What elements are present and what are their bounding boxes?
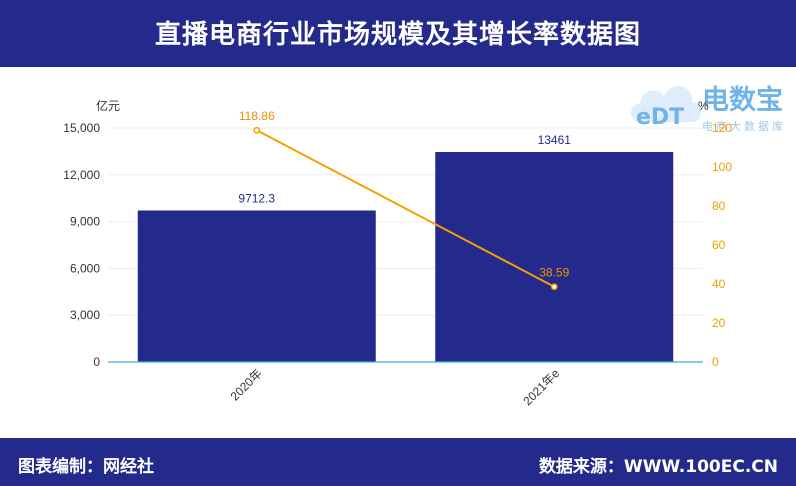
right-tick-label: 100: [712, 160, 732, 174]
bar-value-label: 9712.3: [238, 191, 275, 205]
data-labels: 9712.3 13461 118.86 38.59: [238, 109, 571, 280]
growth-line: [256, 129, 555, 288]
combo-chart: 0 3,000 6,000 9,000 12,000 15,000 0 20 40 60 80 100…: [63, 98, 732, 408]
x-tick-label: 2021年e: [520, 366, 562, 408]
watermark-subtitle: 电商大数据库: [702, 120, 786, 133]
line-point: [550, 283, 558, 291]
right-axis-unit: %: [698, 99, 709, 113]
right-tick-label: 20: [712, 316, 726, 330]
left-tick-label: 12,000: [63, 168, 100, 182]
left-axis-unit: 亿元: [96, 98, 120, 113]
left-tick-label: 6,000: [70, 261, 100, 275]
line-value-label: 38.59: [539, 266, 569, 280]
right-tick-label: 80: [712, 199, 726, 213]
line-value-label: 118.86: [239, 109, 275, 123]
left-tick-label: 3,000: [70, 308, 100, 322]
bar: [137, 210, 376, 362]
left-tick-label: 0: [93, 355, 100, 369]
right-tick-label: 60: [712, 238, 726, 252]
chart-title: 直播电商行业市场规模及其增长率数据图: [154, 20, 641, 50]
line-point: [253, 126, 261, 134]
left-tick-label: 15,000: [63, 121, 100, 135]
bar: [435, 152, 674, 362]
right-tick-label: 40: [712, 277, 726, 291]
cloud-icon: eDT: [631, 85, 701, 130]
bar-series: [137, 152, 674, 362]
x-tick-label: 2020年: [228, 366, 265, 403]
watermark-mark: eDT: [636, 105, 684, 130]
line-series: [253, 126, 558, 291]
watermark-logo: eDT 电数宝 电商大数据库: [626, 72, 791, 134]
bar-value-label: 13461: [538, 133, 572, 147]
right-tick-label: 0: [712, 355, 719, 369]
right-tick-label: 120: [712, 121, 732, 135]
left-tick-label: 9,000: [70, 215, 100, 229]
watermark-brand: 电数宝: [702, 85, 783, 116]
footer-source: 数据来源：WWW.100EC.CN: [538, 457, 778, 477]
header-bar: 直播电商行业市场规模及其增长率数据图: [0, 0, 796, 67]
footer-bar: 图表编制：网经社 数据来源：WWW.100EC.CN: [0, 438, 796, 486]
footer-compiler: 图表编制：网经社: [18, 457, 154, 477]
